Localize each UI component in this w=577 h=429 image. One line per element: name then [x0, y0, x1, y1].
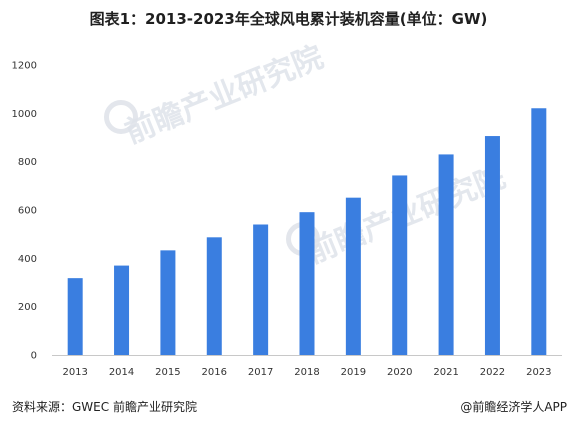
chart-title: 图表1：2013-2023年全球风电累计装机容量(单位：GW) — [89, 10, 488, 28]
bar-2013 — [67, 278, 83, 355]
x-tick-label: 2017 — [248, 367, 273, 378]
x-tick-label: 2022 — [480, 367, 505, 378]
x-tick-label: 2013 — [62, 367, 87, 378]
x-tick-label: 2020 — [387, 367, 412, 378]
bar-2015 — [160, 250, 176, 355]
y-tick-label: 1200 — [12, 61, 37, 72]
y-tick-label: 0 — [31, 351, 37, 362]
y-tick-label: 1000 — [12, 109, 37, 120]
x-tick-label: 2016 — [202, 367, 227, 378]
x-tick-label: 2018 — [294, 367, 319, 378]
x-tick-label: 2023 — [526, 367, 551, 378]
bar-2020 — [392, 175, 408, 355]
y-tick-label: 200 — [18, 302, 37, 313]
bar-2014 — [114, 265, 130, 355]
bar-2016 — [206, 237, 222, 355]
x-tick-label: 2021 — [433, 367, 458, 378]
bar-2021 — [438, 154, 454, 355]
y-tick-label: 600 — [18, 206, 37, 217]
x-tick-label: 2019 — [341, 367, 366, 378]
x-axis: 2013 2014 2015 2016 2017 2018 2019 2020 2021 2022… — [52, 355, 562, 378]
bars — [67, 108, 547, 355]
y-tick-label: 400 — [18, 254, 37, 265]
credit-note: @前瞻经济学人APP — [460, 400, 567, 414]
bar-2022 — [484, 136, 500, 355]
x-tick-label: 2014 — [109, 367, 134, 378]
bar-2019 — [345, 197, 361, 355]
bar-2017 — [253, 224, 269, 355]
bar-2023 — [531, 108, 547, 355]
chart-area: 0 200 400 600 800 1000 1200 2013 2014 2015 2016 20… — [0, 40, 577, 390]
y-axis: 0 200 400 600 800 1000 1200 — [12, 61, 37, 362]
source-note: 资料来源：GWEC 前瞻产业研究院 — [12, 400, 197, 414]
y-tick-label: 800 — [18, 157, 37, 168]
bar-2018 — [299, 212, 315, 355]
x-tick-label: 2015 — [155, 367, 180, 378]
